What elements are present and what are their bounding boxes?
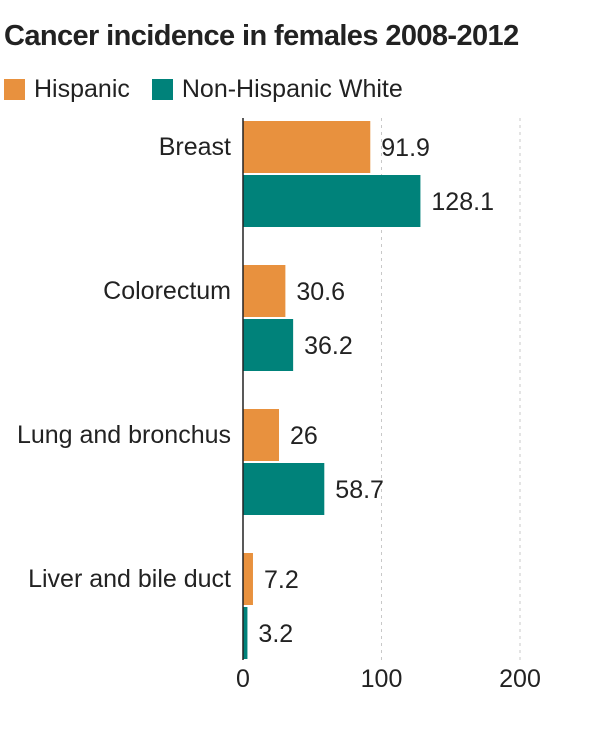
bar-breast-hispanic bbox=[243, 121, 371, 173]
legend-swatch-non-hispanic-white bbox=[151, 78, 173, 100]
bar-colorectum-non-hispanic-white bbox=[243, 319, 294, 371]
x-tick-label-100: 100 bbox=[361, 665, 403, 693]
category-label-colorectum: Colorectum bbox=[103, 277, 231, 305]
value-label-colorectum-hispanic: 30.6 bbox=[296, 278, 345, 306]
category-label-lung-and-bronchus: Lung and bronchus bbox=[17, 421, 231, 449]
bar-breast-non-hispanic-white bbox=[243, 175, 421, 227]
bar-layer bbox=[243, 121, 421, 659]
bar-liver-and-bile-duct-non-hispanic-white bbox=[243, 607, 248, 659]
x-tick-label-200: 200 bbox=[499, 665, 541, 693]
legend-item-hispanic: Hispanic bbox=[4, 75, 130, 104]
bar-colorectum-hispanic bbox=[243, 265, 286, 317]
value-label-liver-and-bile-duct-non-hispanic-white: 3.2 bbox=[258, 620, 293, 648]
bar-lung-and-bronchus-non-hispanic-white bbox=[243, 463, 325, 515]
x-tick-label-0: 0 bbox=[236, 665, 250, 693]
bar-lung-and-bronchus-hispanic bbox=[243, 409, 280, 461]
category-label-liver-and-bile-duct: Liver and bile duct bbox=[28, 565, 231, 593]
value-label-breast-hispanic: 91.9 bbox=[381, 134, 430, 162]
bar-liver-and-bile-duct-hispanic bbox=[243, 553, 253, 605]
legend-swatch-hispanic bbox=[4, 78, 25, 100]
legend-label-non-hispanic-white: Non-Hispanic White bbox=[181, 74, 403, 103]
value-label-lung-and-bronchus-hispanic: 26 bbox=[290, 422, 318, 450]
value-label-lung-and-bronchus-non-hispanic-white: 58.7 bbox=[335, 476, 384, 504]
value-label-breast-non-hispanic-white: 128.1 bbox=[431, 188, 494, 216]
value-label-colorectum-non-hispanic-white: 36.2 bbox=[304, 332, 353, 360]
legend: Hispanic Non-Hispanic White bbox=[4, 74, 425, 104]
legend-item-non-hispanic-white: Non-Hispanic White bbox=[151, 74, 403, 104]
value-label-liver-and-bile-duct-hispanic: 7.2 bbox=[264, 566, 299, 594]
category-label-breast: Breast bbox=[159, 133, 231, 161]
axis-layer: 0 100 200 bbox=[236, 118, 541, 693]
chart-title: Cancer incidence in females 2008-2012 bbox=[4, 20, 519, 52]
legend-label-hispanic: Hispanic bbox=[34, 74, 130, 103]
